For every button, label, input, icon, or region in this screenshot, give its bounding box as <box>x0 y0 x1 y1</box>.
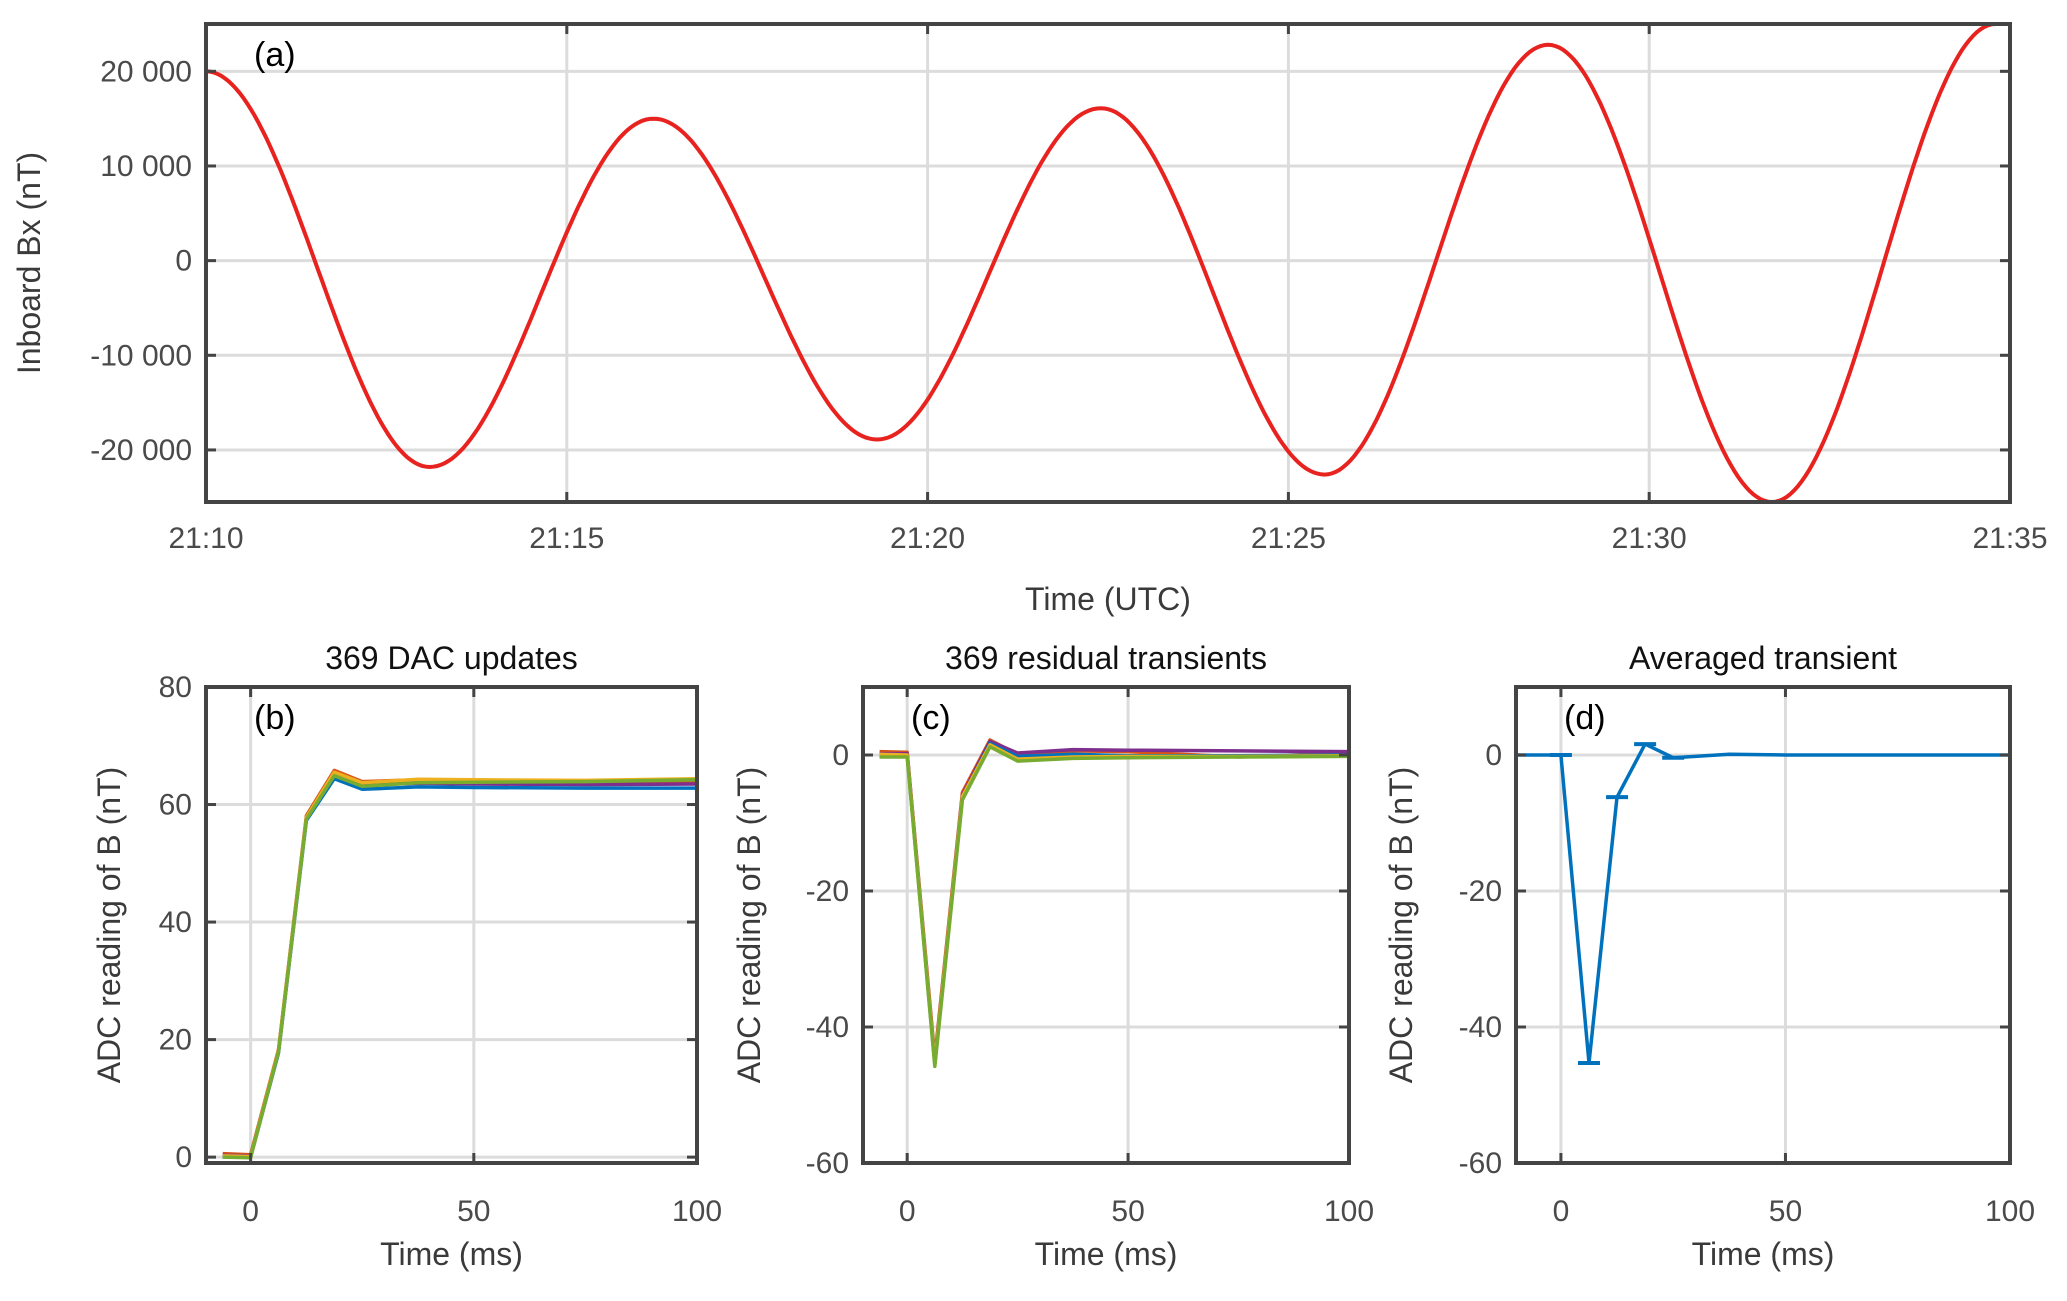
x-tick-label: 50 <box>457 1195 490 1228</box>
x-tick-label: 100 <box>1985 1195 2035 1228</box>
y-tick-label: 20 <box>159 1024 192 1057</box>
series-line-update-blue <box>222 776 697 1159</box>
x-axis-label: Time (ms) <box>380 1236 523 1272</box>
y-tick-label: -60 <box>1459 1147 1502 1180</box>
series-line-residual-green <box>879 745 1349 1069</box>
y-tick-label: 0 <box>1485 739 1502 772</box>
y-tick-label: -40 <box>806 1011 849 1044</box>
x-tick-label: 21:25 <box>1251 522 1326 555</box>
axes-frame <box>861 685 1351 1165</box>
chart-panel-a: 21:10 21:15 21:20 21:25 21:30 21:35 -20 000 -10… <box>11 22 2048 617</box>
y-tick-label: 60 <box>159 789 192 822</box>
y-tick-label: 80 <box>159 671 192 704</box>
panel-label: (a) <box>254 36 296 74</box>
chart-title: 369 DAC updates <box>325 640 578 676</box>
y-tick-label: -20 <box>1459 875 1502 908</box>
chart-title: 369 residual transients <box>945 640 1267 676</box>
x-tick-label: 21:30 <box>1612 522 1687 555</box>
panel-label: (c) <box>911 699 951 737</box>
series-line-update-yellow <box>222 770 697 1159</box>
series-line-update-purple <box>222 772 697 1158</box>
plot-area <box>879 738 1349 1069</box>
x-tick-label: 0 <box>1553 1195 1570 1228</box>
y-tick-label: -60 <box>806 1147 849 1180</box>
y-tick-label: 10 000 <box>100 150 192 183</box>
panel-label: (b) <box>254 699 296 737</box>
chart-panel-d: 0 50 100 -60 -40 -20 0 Time (ms) ADC reading of … <box>1383 640 2035 1272</box>
y-axis-label: ADC reading of B (nT) <box>731 767 767 1084</box>
y-tick-label: -40 <box>1459 1011 1502 1044</box>
chart-panel-c: 0 50 100 -60 -40 -20 0 Time (ms) ADC reading of … <box>731 640 1374 1272</box>
y-tick-label: 40 <box>159 906 192 939</box>
y-tick-label: 0 <box>832 739 849 772</box>
y-axis-label: ADC reading of B (nT) <box>91 767 127 1084</box>
series-line-update-green <box>222 773 697 1160</box>
y-tick-label: 20 000 <box>100 55 192 88</box>
axes-frame <box>1514 685 2012 1165</box>
x-tick-label: 21:15 <box>529 522 604 555</box>
y-axis-label: ADC reading of B (nT) <box>1383 767 1419 1084</box>
y-axis-label: Inboard Bx (nT) <box>11 152 47 374</box>
chart-title: Averaged transient <box>1629 640 1897 676</box>
plot-area <box>206 22 2010 504</box>
x-tick-label: 0 <box>899 1195 916 1228</box>
axes-frame <box>204 685 699 1165</box>
y-tick-label: 0 <box>175 1141 192 1174</box>
x-tick-label: 50 <box>1769 1195 1802 1228</box>
y-tick-label: 0 <box>175 245 192 278</box>
x-axis-label: Time (ms) <box>1692 1236 1835 1272</box>
x-axis-label: Time (UTC) <box>1025 581 1191 617</box>
x-tick-label: 100 <box>1324 1195 1374 1228</box>
y-tick-label: -20 000 <box>90 434 192 467</box>
x-tick-label: 21:20 <box>890 522 965 555</box>
x-tick-label: 0 <box>242 1195 259 1228</box>
axes-frame <box>204 22 2012 504</box>
panel-label: (d) <box>1564 699 1606 737</box>
series-line-bx <box>206 22 2010 504</box>
x-axis-label: Time (ms) <box>1035 1236 1178 1272</box>
series-line-averaged <box>1516 742 2010 1065</box>
y-tick-label: -10 000 <box>90 339 192 372</box>
plot-area <box>1516 742 2010 1066</box>
x-tick-label: 100 <box>672 1195 722 1228</box>
series-line-update-red <box>222 768 697 1157</box>
plot-area <box>222 768 697 1160</box>
x-tick-label: 21:10 <box>168 522 243 555</box>
x-tick-label: 21:35 <box>1972 522 2047 555</box>
x-tick-label: 50 <box>1111 1195 1144 1228</box>
chart-panel-b: 0 50 100 0 20 40 60 80 Time (ms) ADC reading of B… <box>91 640 722 1272</box>
y-tick-label: -20 <box>806 875 849 908</box>
